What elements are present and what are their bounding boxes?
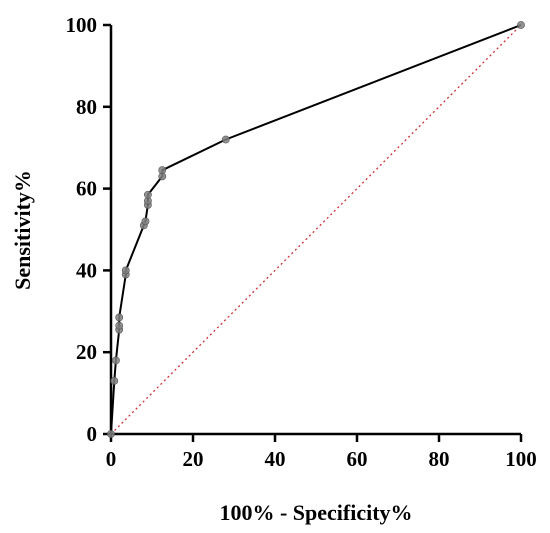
data-points [107,21,525,438]
roc-point [110,376,119,385]
x-tick-label: 20 [183,447,204,471]
x-axis-title: 100% - Specificity% [219,500,412,525]
reference-diagonal-line [110,24,522,435]
roc-point [158,166,167,175]
reference-line-layer [110,24,522,435]
tick-labels: 0 20 40 60 80 100 0 20 40 60 80 100 [66,13,537,471]
y-tick-label: 100 [66,13,98,37]
x-tick-label: 40 [265,447,286,471]
roc-point [121,266,130,275]
roc-point [115,321,124,330]
roc-point [115,313,124,322]
roc-point [107,430,115,438]
y-tick-label: 0 [87,422,98,446]
x-tick-label: 100 [505,447,537,471]
y-axis-title: Sensitivity% [10,170,35,290]
roc-point [112,356,120,365]
x-tick-label: 80 [429,447,450,471]
x-tick-label: 60 [347,447,368,471]
y-tick-label: 80 [76,95,97,119]
y-tick-label: 20 [76,340,97,364]
axes [103,23,523,442]
y-tick-label: 60 [76,177,97,201]
roc-point [143,190,152,199]
roc-point [221,135,230,144]
y-tick-label: 40 [76,258,97,282]
roc-point [141,217,150,226]
roc-point [517,21,525,29]
x-tick-label: 0 [106,447,117,471]
